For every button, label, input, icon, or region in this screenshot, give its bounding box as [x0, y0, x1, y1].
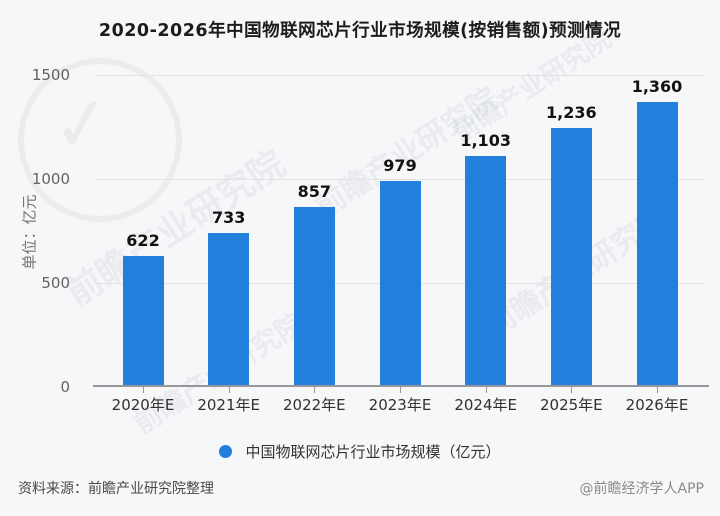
- y-axis-unit-label: 单位：亿元: [20, 194, 39, 270]
- bar-2020年E: [122, 255, 164, 385]
- x-axis-tick: [400, 387, 401, 393]
- x-tick-label: 2025年E: [540, 396, 603, 414]
- bar-value-label: 979: [383, 156, 417, 176]
- legend-marker-icon: [219, 445, 233, 458]
- bar-2023年E: [379, 181, 421, 385]
- x-tick-label: 2024年E: [454, 396, 517, 414]
- bar-2025年E: [550, 127, 592, 385]
- x-axis-line: [93, 385, 709, 387]
- x-tick-label: 2021年E: [197, 396, 260, 414]
- footer: 资料来源：前瞻产业研究院整理 @前瞻经济学人APP: [0, 478, 720, 498]
- credit-text: @前瞻经济学人APP: [579, 481, 704, 497]
- plot-area: 622 733 857 979 1,103 1,236 1,360: [93, 75, 709, 387]
- bar-value-label: 1,103: [460, 130, 511, 150]
- bar-2024年E: [465, 155, 507, 385]
- y-tick-label: 500: [41, 274, 70, 292]
- bar-value-label: 733: [211, 207, 246, 227]
- legend-label: 中国物联网芯片行业市场规模（亿元）: [245, 443, 501, 461]
- bar-value-label: 1,236: [546, 102, 597, 122]
- chart-title: 2020-2026年中国物联网芯片行业市场规模(按销售额)预测情况: [98, 21, 622, 41]
- x-tick-label: 2026年E: [625, 396, 689, 414]
- x-axis-tick: [571, 387, 573, 393]
- y-tick-label: 1500: [31, 66, 70, 84]
- bar-value-label: 857: [297, 181, 332, 201]
- x-axis-tick: [314, 387, 316, 393]
- x-axis-tick: [657, 387, 658, 393]
- gridline: [95, 75, 705, 76]
- source-text: 资料来源：前瞻产业研究院整理: [18, 481, 214, 497]
- x-tick-label: 2022年E: [283, 396, 346, 414]
- legend: 中国物联网芯片行业市场规模（亿元）: [0, 441, 720, 462]
- bar-2021年E: [208, 232, 250, 385]
- y-tick-label: 1000: [31, 170, 70, 188]
- x-axis-tick: [485, 387, 487, 393]
- bar-value-label: 1,360: [631, 77, 683, 97]
- x-axis-tick: [228, 387, 230, 393]
- bar-value-label: 622: [126, 230, 160, 250]
- y-tick-label: 0: [60, 378, 70, 396]
- gridline: [95, 179, 705, 180]
- x-tick-label: 2020年E: [111, 396, 175, 414]
- x-axis-tick: [143, 387, 144, 393]
- bar-2022年E: [293, 206, 335, 385]
- bar-2026年E: [636, 102, 678, 385]
- x-tick-label: 2023年E: [368, 396, 432, 414]
